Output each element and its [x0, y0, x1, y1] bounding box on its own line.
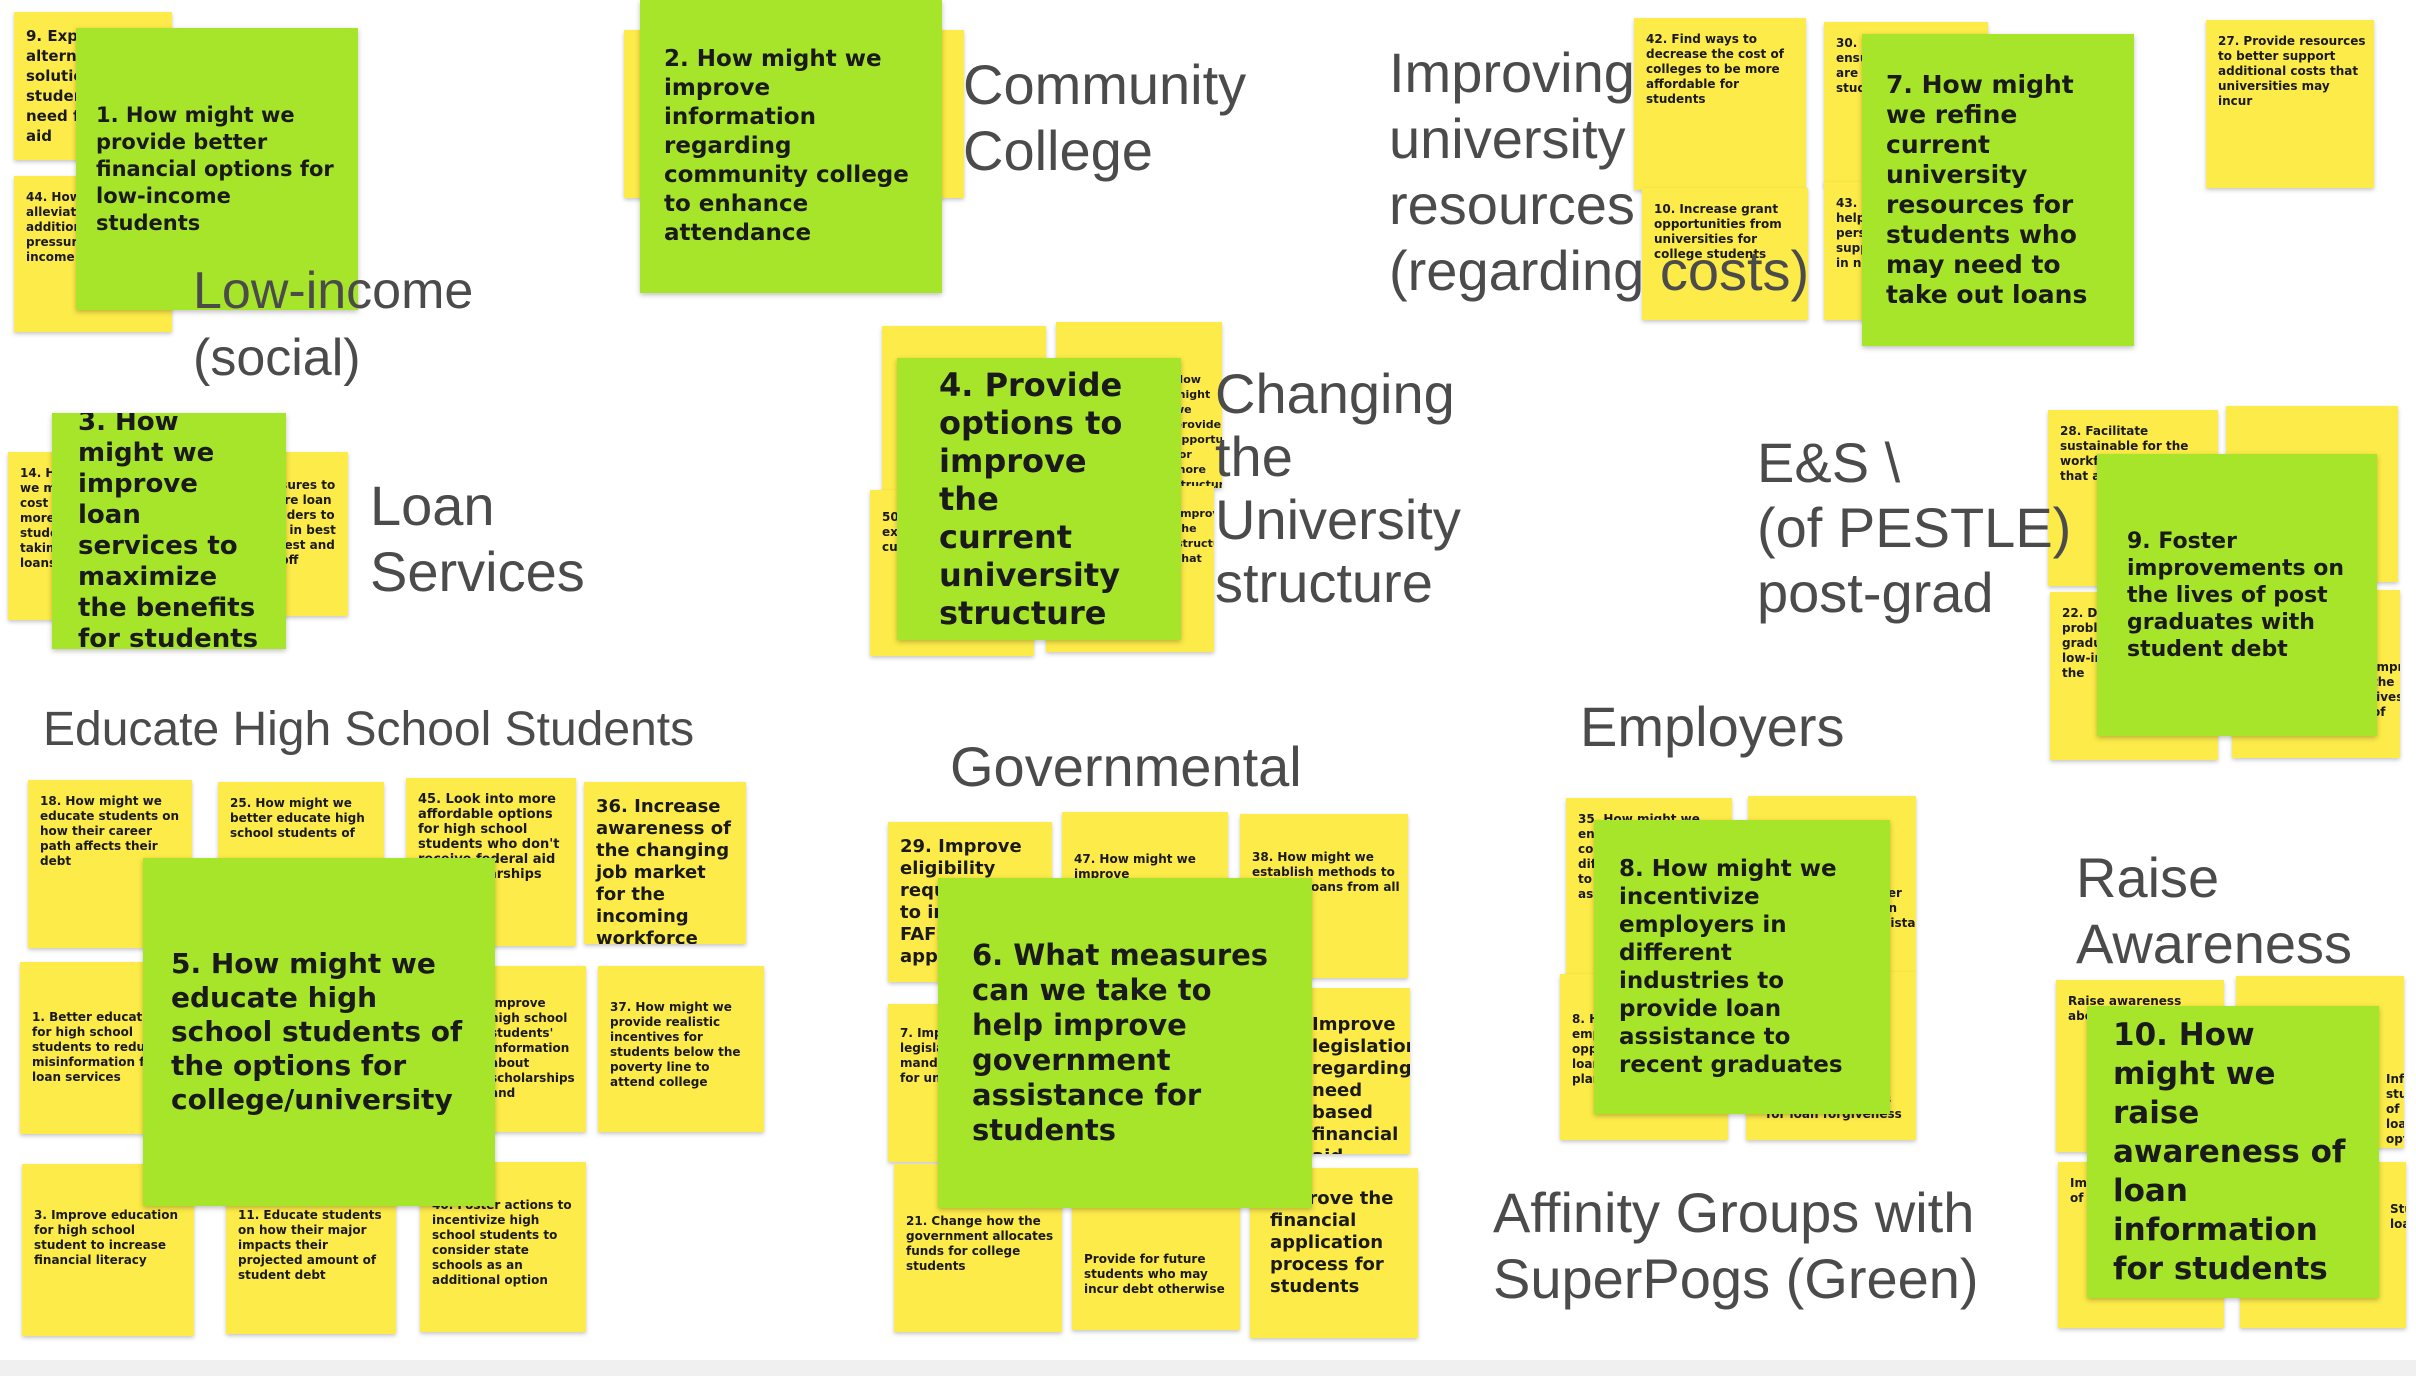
cluster-heading: Employers: [1580, 695, 1845, 758]
cluster-heading: Governmental: [950, 735, 1302, 798]
sticky-note[interactable]: 10. Increase grant opportunities from un…: [1642, 188, 1808, 320]
sticky-note[interactable]: 3. Improve education for high school stu…: [22, 1164, 194, 1336]
superpog-note[interactable]: 8. How might we incentivize employers in…: [1594, 820, 1890, 1114]
sticky-note[interactable]: 36. Increase awareness of the changing j…: [584, 782, 746, 944]
superpog-note[interactable]: 2. How might we improve information rega…: [640, 0, 942, 293]
cluster-heading: Low-income (social): [193, 262, 474, 387]
superpog-text: 10. How might we raise awareness of loan…: [2113, 1016, 2346, 1287]
superpog-note[interactable]: 6. What measures can we take to help imp…: [938, 878, 1312, 1208]
sticky-note[interactable]: 37. How might we provide realistic incen…: [598, 966, 764, 1132]
superpog-note[interactable]: 7. How might we refine current universit…: [1862, 34, 2134, 346]
superpog-text: 8. How might we incentivize employers in…: [1619, 856, 1843, 1078]
sticky-note[interactable]: 42. Find ways to decrease the cost of co…: [1634, 18, 1806, 190]
cluster-heading: Community College: [963, 53, 1247, 182]
superpog-note[interactable]: 5. How might we educate high school stud…: [143, 858, 495, 1206]
superpog-note[interactable]: 9. Foster improvements on the lives of p…: [2097, 454, 2377, 736]
board-title: Affinity Groups with SuperPogs (Green): [1493, 1181, 1979, 1310]
superpog-text: 4. Provide options to improve the curren…: [939, 366, 1123, 632]
superpog-text: 3. How might we improve loan services to…: [78, 413, 259, 649]
superpog-text: 1. How might we provide better financial…: [96, 102, 334, 235]
superpog-text: 6. What measures can we take to help imp…: [972, 938, 1269, 1147]
cluster-heading: Improving university resources (regardin…: [1389, 41, 1810, 302]
cluster-heading: Loan Services: [370, 474, 585, 603]
superpog-note[interactable]: 10. How might we raise awareness of loan…: [2087, 1006, 2379, 1298]
cluster-heading: Changing the University structure: [1215, 362, 1461, 614]
superpog-text: 2. How might we improve information rega…: [664, 46, 909, 246]
sticky-note[interactable]: 27. Provide resources to better support …: [2206, 20, 2374, 188]
cluster-heading: E&S \ (of PESTLE) post-grad: [1757, 431, 2072, 624]
superpog-text: 5. How might we educate high school stud…: [171, 947, 463, 1116]
superpog-note[interactable]: 1. How might we provide better financial…: [76, 28, 358, 310]
cluster-heading: Educate High School Students: [43, 703, 695, 756]
canvas-footer-bar: [0, 1360, 2416, 1376]
cluster-heading: Raise Awareness: [2076, 846, 2353, 975]
superpog-note[interactable]: 4. Provide options to improve the curren…: [897, 358, 1181, 640]
superpog-text: 9. Foster improvements on the lives of p…: [2127, 528, 2344, 662]
superpog-note[interactable]: 3. How might we improve loan services to…: [52, 413, 286, 649]
superpog-text: 7. How might we refine current universit…: [1886, 70, 2088, 309]
